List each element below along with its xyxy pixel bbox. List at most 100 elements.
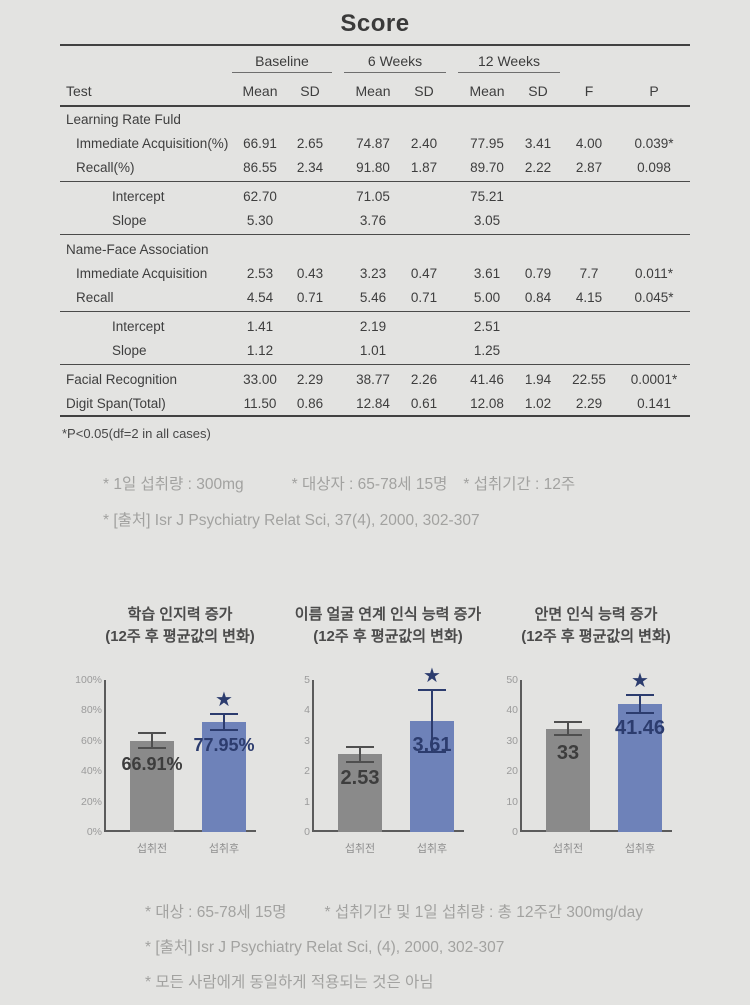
table-row: Name-Face Association: [60, 237, 690, 261]
table-row: Learning Rate Fuld: [60, 107, 690, 131]
table-cell: 1.02: [524, 395, 552, 411]
table-cell: 5.00: [473, 289, 501, 305]
table-row: Slope 5.30 3.76 3.05: [60, 208, 690, 232]
col-header-sd: SD: [414, 82, 434, 99]
table-cell: 11.50: [243, 395, 277, 411]
col-header-sd: SD: [528, 82, 548, 99]
table-cell: 1.87: [410, 159, 438, 175]
table-cell: 3.76: [359, 212, 387, 228]
error-bar: [626, 694, 654, 715]
bar-before-intake: [130, 740, 174, 832]
table-cell: 1.12: [246, 342, 274, 358]
table-cell: 12.84: [356, 395, 390, 411]
chart-name-face: 이름 얼굴 연계 인식 능력 증가 (12주 후 평균값의 변화) 0 1 2 3 4 5…: [278, 604, 498, 855]
x-axis-label: 섭취전: [136, 843, 168, 855]
table-row-label: Digit Span(Total): [66, 395, 166, 411]
table-cell: 0.045*: [634, 289, 674, 305]
error-bar: [346, 746, 374, 763]
col-header-mean: Mean: [469, 82, 505, 99]
chart-subtitle: (12주 후 평균값의 변화): [313, 628, 463, 645]
significance-star-icon: ★: [215, 688, 233, 711]
table-cell: 1.94: [524, 371, 552, 387]
y-tick-label: 80%: [80, 704, 102, 717]
x-axis-label: 섭취전: [344, 843, 376, 855]
significance-star-icon: ★: [423, 665, 441, 688]
table-cell: 3.05: [473, 212, 501, 228]
table-cell: 75.21: [470, 188, 504, 204]
error-bar-part: [554, 734, 582, 737]
table-cell: 2.65: [296, 135, 324, 151]
y-tick-label: 20%: [80, 795, 102, 808]
table-rule: [60, 234, 690, 235]
error-bar-part: [431, 689, 433, 753]
y-tick-label: 10: [506, 795, 518, 808]
y-tick-label: 30: [506, 734, 518, 747]
table-cell: 1.41: [246, 318, 274, 334]
page-title: Score: [340, 10, 410, 37]
table-cell: 2.29: [296, 371, 324, 387]
table-cell: 0.84: [524, 289, 552, 305]
table-cell: 3.61: [473, 265, 501, 281]
table-row-label: Name-Face Association: [66, 241, 209, 257]
table-row: Facial Recognition 33.00 2.29 38.77 2.26 41.4…: [60, 367, 690, 391]
table-group-header-row: Baseline 6 Weeks 12 Weeks: [60, 49, 690, 76]
error-bar-part: [210, 728, 238, 731]
table-cell: 2.51: [473, 318, 501, 334]
bottom-note-item: * 대상 : 65-78세 15명: [145, 904, 287, 921]
x-axis-label: 섭취전: [552, 843, 584, 855]
group-header-6weeks: 6 Weeks: [344, 53, 446, 73]
error-bar: [210, 712, 238, 731]
y-tick-label: 0%: [86, 826, 102, 838]
bar-before-intake: [338, 754, 382, 832]
table-cell: 0.0001*: [630, 371, 678, 387]
table-row-label: Immediate Acquisition: [76, 265, 208, 281]
table-cell: 0.79: [524, 265, 552, 281]
mid-note-item: * 대상자 : 65-78세 15명: [291, 476, 448, 493]
table-cell: 2.53: [246, 265, 274, 281]
table-bottom-rule: [60, 415, 690, 417]
y-tick-label: 50: [506, 674, 518, 686]
error-bar: [418, 689, 446, 753]
y-tick-label: 2: [304, 765, 310, 778]
table-cell: 89.70: [470, 159, 504, 175]
table-row-label: Slope: [112, 212, 147, 228]
y-tick-label: 20: [506, 765, 518, 778]
y-tick-label: 3: [304, 734, 310, 747]
error-bar-part: [151, 732, 153, 750]
table-cell: 1.25: [473, 342, 501, 358]
col-header-sd: SD: [300, 82, 320, 99]
error-bar-part: [626, 712, 654, 715]
bar-value-label: 33: [556, 741, 580, 764]
bar-after-intake: [618, 704, 662, 832]
mid-notes-source: * [출처] Isr J Psychiatry Relat Sci, 37(4)…: [103, 512, 480, 529]
table-cell: 66.91: [243, 135, 277, 151]
chart-title: 이름 얼굴 연계 인식 능력 증가: [294, 606, 482, 623]
table-row-label: Intercept: [112, 318, 165, 334]
table-cell: 62.70: [243, 188, 277, 204]
y-tick-label: 0: [304, 826, 310, 838]
significance-star-icon: ★: [631, 670, 649, 693]
x-axis-label: 섭취후: [208, 843, 240, 855]
table-column-header-row: Test Mean SD Mean SD Mean SD F P: [60, 76, 690, 105]
bar-value-label: 2.53: [340, 767, 380, 790]
chart-learning-cognition: 학습 인지력 증가 (12주 후 평균값의 변화) 0% 20% 40% 60% 80%…: [70, 604, 290, 855]
table-top-rule: [60, 44, 690, 46]
x-axis-label: 섭취후: [624, 843, 656, 855]
table-row: Immediate Acquisition 2.53 0.43 3.23 0.47 3.6…: [60, 261, 690, 285]
y-tick-label: 40: [506, 704, 518, 717]
table-row-label: Intercept: [112, 188, 165, 204]
chart-title: 학습 인지력 증가: [127, 606, 233, 623]
table-cell: 74.87: [356, 135, 390, 151]
table-cell: 71.05: [356, 188, 390, 204]
table-cell: 22.55: [572, 371, 606, 387]
bottom-note-line: * 모든 사람에게 동일하게 적용되는 것은 아님: [145, 970, 705, 992]
table-cell: 41.46: [470, 371, 504, 387]
table-row-label: Immediate Acquisition(%): [76, 135, 229, 151]
bar-value-label: 77.95%: [193, 734, 255, 755]
col-header-p: P: [649, 82, 659, 99]
table-row-label: Recall: [76, 289, 114, 305]
table-cell: 2.19: [359, 318, 387, 334]
table-cell: 4.00: [575, 135, 603, 151]
table-cell: 3.41: [524, 135, 552, 151]
bar-after-intake: [202, 721, 246, 832]
